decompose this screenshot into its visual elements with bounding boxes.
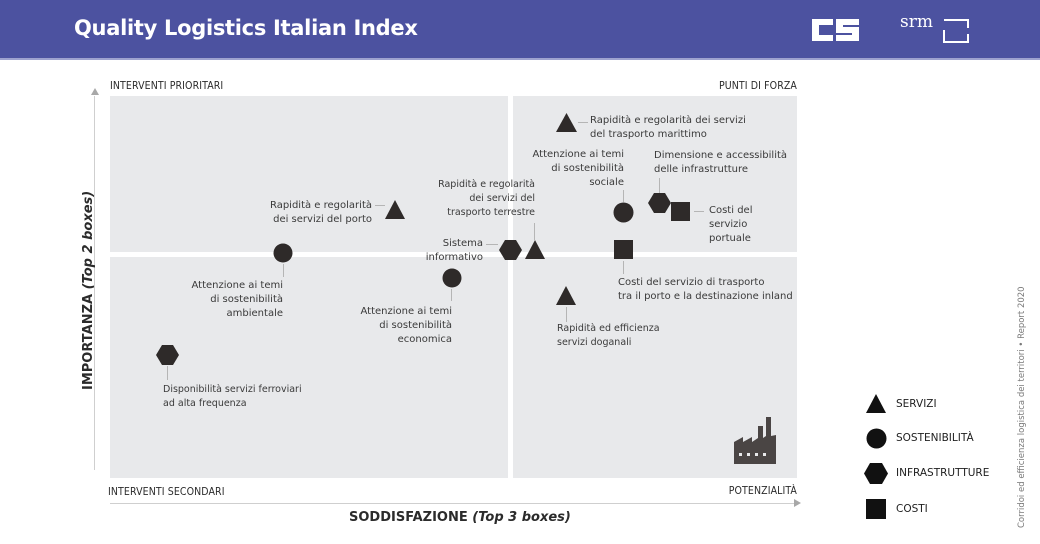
point-label-servizi-porto: Rapidità e regolarità dei servizi del po… (269, 200, 372, 225)
srm-logo-icon (943, 19, 969, 43)
connector-line (486, 244, 498, 245)
connector-line (659, 178, 660, 193)
quadrant-label-bottom-left: INTERVENTI SECONDARI (108, 486, 225, 498)
x-axis-arrow-icon (794, 499, 801, 507)
x-axis-title: SODDISFAZIONE (Top 3 boxes) (349, 510, 571, 525)
connector-line (167, 366, 168, 380)
point-label-costi-portuale: Costi del servizio portuale (709, 205, 753, 244)
circle-marker-icon (442, 268, 462, 288)
side-note: Corridoi ed efficienza logistica dei ter… (1017, 286, 1027, 528)
connector-line (623, 261, 624, 274)
page-title: Quality Logistics Italian Index (74, 16, 418, 40)
circle-marker-icon (273, 243, 293, 263)
connector-line (578, 122, 588, 123)
quadrant-label-bottom-right: POTENZIALITÀ (728, 485, 797, 497)
factory-icon (734, 417, 776, 464)
hexagon-marker-icon (156, 345, 179, 365)
y-axis-title: IMPORTANZA (Top 2 boxes) (81, 190, 96, 390)
srm-logo-text: srm (900, 12, 933, 32)
connector-line (694, 211, 704, 212)
point-label-servizi-ferroviari: Disponibilità servizi ferroviari ad alta… (163, 384, 302, 409)
connector-line (283, 264, 284, 277)
quadrant-label-top-left: INTERVENTI PRIORITARI (110, 80, 224, 92)
point-label-sostenibilita-ambientale: Attenzione ai temi di sostenibilità ambi… (191, 280, 284, 319)
point-label-costi-inland: Costi del servizio di trasporto tra il p… (618, 277, 793, 302)
hexagon-marker-icon (648, 193, 671, 213)
point-label-servizi-doganali: Rapidità ed efficienza servizi doganali (557, 323, 660, 348)
connector-line (534, 223, 535, 240)
connector-line (566, 307, 567, 322)
header-bar: Quality Logistics Italian Index srm (0, 0, 1040, 60)
circle-marker-icon (613, 202, 634, 223)
quadrant-label-top-right: PUNTI DI FORZA (718, 80, 797, 92)
hexagon-legend-icon (864, 463, 888, 484)
point-label-sostenibilita-economica: Attenzione ai temi di sostenibilità econ… (360, 306, 453, 345)
triangle-marker-icon (556, 113, 577, 132)
triangle-legend-icon (866, 394, 886, 413)
cs-logo-icon (812, 19, 859, 41)
square-marker-icon (671, 202, 690, 221)
quadrant-top-left (110, 96, 508, 252)
point-label-trasporto-marittimo: Rapidità e regolarità dei servizi del tr… (590, 115, 746, 140)
connector-line (375, 205, 385, 206)
connector-line (451, 289, 452, 301)
quadrant-bottom-left (110, 257, 508, 478)
point-label-sostenibilita-sociale: Attenzione ai temi di sostenibilità soci… (532, 149, 625, 188)
triangle-marker-icon (556, 286, 576, 305)
point-label-sistema-informativo: Sistema informativo (425, 238, 483, 263)
point-label-infrastrutture: Dimensione e accessibilità delle infrast… (654, 150, 788, 175)
point-label-trasporto-terrestre: Rapidità e regolarità dei servizi del tr… (438, 179, 535, 218)
hexagon-marker-icon (499, 240, 522, 260)
square-marker-icon (614, 240, 633, 259)
quadrant-top-right (513, 96, 797, 252)
circle-legend-icon (866, 428, 887, 449)
connector-line (623, 190, 624, 202)
square-legend-icon (866, 499, 886, 519)
x-axis-line (110, 503, 794, 504)
y-axis-line (94, 96, 95, 470)
triangle-marker-icon (525, 240, 545, 259)
y-axis-arrow-icon (91, 88, 99, 95)
triangle-marker-icon (385, 200, 405, 219)
